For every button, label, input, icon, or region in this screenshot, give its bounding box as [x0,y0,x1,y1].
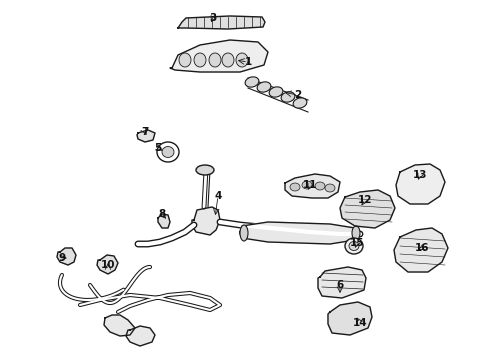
Text: 12: 12 [358,195,372,205]
Ellipse shape [257,82,271,92]
Text: 15: 15 [350,238,364,248]
Ellipse shape [349,242,359,251]
Text: 7: 7 [141,127,148,137]
Ellipse shape [352,226,360,240]
Text: 16: 16 [415,243,429,253]
Polygon shape [137,130,155,142]
Text: 1: 1 [245,57,252,67]
Polygon shape [104,315,135,336]
Text: 5: 5 [154,143,162,153]
Ellipse shape [302,181,312,189]
Polygon shape [170,40,268,72]
Polygon shape [328,302,372,335]
Polygon shape [240,222,358,244]
Ellipse shape [179,53,191,67]
Ellipse shape [345,238,363,254]
Ellipse shape [245,77,259,87]
Text: 11: 11 [303,180,317,190]
Text: 3: 3 [209,13,217,23]
Polygon shape [340,190,395,228]
Polygon shape [178,16,265,29]
Ellipse shape [196,165,214,175]
Ellipse shape [240,225,248,241]
Polygon shape [394,228,448,272]
Ellipse shape [162,147,174,158]
Text: 9: 9 [58,253,66,263]
Polygon shape [396,164,445,204]
Text: 2: 2 [294,90,302,100]
Ellipse shape [157,142,179,162]
Ellipse shape [293,98,307,108]
Ellipse shape [209,53,221,67]
Ellipse shape [222,53,234,67]
Text: 8: 8 [158,209,166,219]
Polygon shape [97,255,118,274]
Polygon shape [57,248,76,265]
Ellipse shape [290,183,300,191]
Ellipse shape [194,53,206,67]
Text: 4: 4 [214,191,221,201]
Text: 6: 6 [336,280,343,290]
Text: 14: 14 [353,318,368,328]
Polygon shape [158,214,170,228]
Polygon shape [318,267,366,298]
Polygon shape [192,207,220,235]
Polygon shape [126,326,155,346]
Ellipse shape [236,53,248,67]
Polygon shape [285,174,340,198]
Ellipse shape [269,87,283,97]
Ellipse shape [281,92,295,102]
Ellipse shape [315,182,325,190]
Text: 13: 13 [413,170,427,180]
Text: 10: 10 [101,260,115,270]
Ellipse shape [325,184,335,192]
